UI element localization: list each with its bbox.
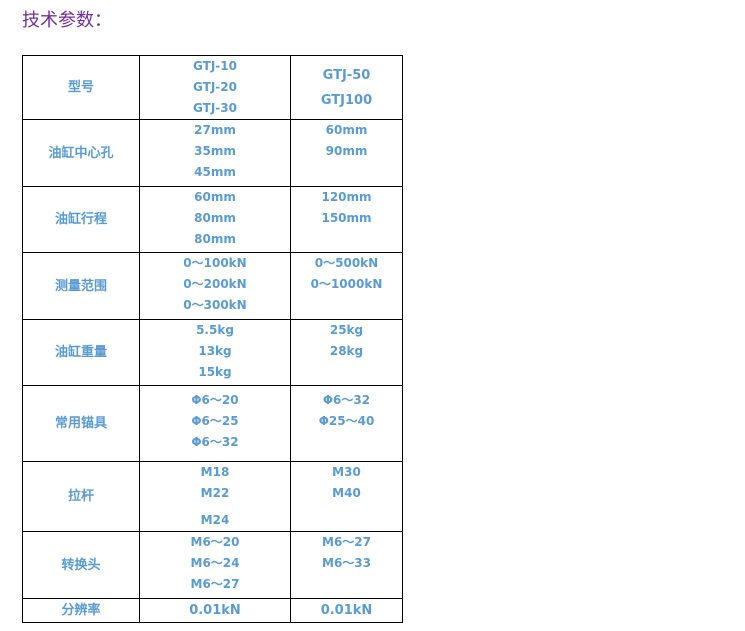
- value-line: M22: [200, 486, 230, 500]
- param-label: 分辨率: [22, 598, 140, 623]
- value-line: 80mm: [194, 211, 236, 225]
- value-line: 0～500kN: [314, 256, 379, 270]
- value-line: 25kg: [329, 323, 364, 337]
- value-line: GTJ100: [320, 92, 373, 108]
- value-line: M30: [332, 465, 361, 479]
- table-row: 油缸行程 60mm 80mm 80mm 120mm 150mm: [22, 186, 403, 253]
- value-line: M24: [200, 513, 230, 527]
- value-line: 13kg: [198, 344, 232, 358]
- value-line: Φ25～40: [318, 414, 375, 428]
- value-line: M6～33: [322, 556, 371, 570]
- value-line: Φ6～32: [322, 393, 371, 407]
- value-cell-b: 60mm 90mm: [290, 119, 403, 187]
- value-line: 90mm: [325, 144, 368, 158]
- value-cell-b: M6～27 M6～33: [290, 531, 403, 599]
- value-line: M40: [332, 486, 361, 500]
- value-line: 45mm: [194, 165, 236, 179]
- value-cell-a: Φ6～20 Φ6～25 Φ6～32: [139, 385, 291, 462]
- value-cell-a: 0.01kN: [139, 598, 291, 623]
- value-cell-b: 120mm 150mm: [290, 186, 403, 253]
- table-row: 油缸中心孔 27mm 35mm 45mm 60mm 90mm: [22, 119, 403, 187]
- value-cell-b: 25kg 28kg: [290, 319, 403, 386]
- table-row: 油缸重量 5.5kg 13kg 15kg 25kg 28kg: [22, 319, 403, 386]
- value-line: 35mm: [194, 144, 236, 158]
- value-line: M6～24: [190, 556, 240, 570]
- value-line: M18: [200, 465, 230, 479]
- value-cell-a: 5.5kg 13kg 15kg: [139, 319, 291, 386]
- value-line: 0～1000kN: [310, 277, 383, 291]
- value-line: GTJ-30: [193, 101, 237, 115]
- value-line: 0～300kN: [183, 298, 247, 312]
- value-line: Φ6～25: [191, 414, 239, 428]
- value-cell-b: Φ6～32 Φ25～40: [290, 385, 403, 462]
- value-line: 15kg: [198, 365, 232, 379]
- table-row: 转换头 M6～20 M6～24 M6～27 M6～27 M6～33: [22, 531, 403, 599]
- param-label: 油缸重量: [22, 319, 140, 386]
- value-cell-a: 60mm 80mm 80mm: [139, 186, 291, 253]
- value-line: GTJ-10: [193, 59, 237, 73]
- value-line: GTJ-20: [193, 80, 237, 94]
- value-cell-b: GTJ-50 GTJ100: [290, 55, 403, 120]
- value-line: 120mm: [321, 190, 372, 204]
- value-cell-a: M6～20 M6～24 M6～27: [139, 531, 291, 599]
- table-row: 常用锚具 Φ6～20 Φ6～25 Φ6～32 Φ6～32 Φ25～40: [22, 385, 403, 462]
- table-row: 型号 GTJ-10 GTJ-20 GTJ-30 GTJ-50 GTJ100: [22, 55, 403, 120]
- value-cell-b: 0.01kN: [290, 598, 403, 623]
- value-line: 150mm: [321, 211, 372, 225]
- param-label: 拉杆: [22, 461, 140, 532]
- value-line: 0.01kN: [189, 603, 241, 618]
- param-label: 油缸行程: [22, 186, 140, 253]
- value-line: 0.01kN: [320, 603, 373, 618]
- value-line: 5.5kg: [196, 323, 234, 337]
- table-row: 分辨率 0.01kN 0.01kN: [22, 598, 403, 623]
- section-title: 技术参数：: [22, 10, 112, 31]
- value-cell-a: 27mm 35mm 45mm: [139, 119, 291, 187]
- value-line: M6～27: [322, 535, 371, 549]
- value-line: Φ6～32: [191, 435, 239, 449]
- value-line: 28kg: [329, 344, 364, 358]
- param-label: 常用锚具: [22, 385, 140, 462]
- value-line: GTJ-50: [322, 67, 371, 83]
- value-cell-a: 0～100kN 0～200kN 0～300kN: [139, 252, 291, 320]
- value-line: 0～200kN: [183, 277, 247, 291]
- param-label: 测量范围: [22, 252, 140, 320]
- value-cell-b: 0～500kN 0～1000kN: [290, 252, 403, 320]
- param-label: 油缸中心孔: [22, 119, 140, 187]
- param-label: 转换头: [22, 531, 140, 599]
- param-label: 型号: [22, 55, 140, 120]
- value-cell-b: M30 M40: [290, 461, 403, 532]
- value-line: 27mm: [194, 123, 236, 137]
- value-line: 80mm: [194, 232, 236, 246]
- value-cell-a: GTJ-10 GTJ-20 GTJ-30: [139, 55, 291, 120]
- value-line: Φ6～20: [191, 393, 239, 407]
- value-line: M6～20: [190, 535, 240, 549]
- value-cell-a: M18 M22 M24: [139, 461, 291, 532]
- spec-table: 型号 GTJ-10 GTJ-20 GTJ-30 GTJ-50 GTJ100 油缸中心孔 27m…: [22, 55, 403, 623]
- value-line: 60mm: [325, 123, 368, 137]
- value-line: 60mm: [194, 190, 236, 204]
- table-row: 测量范围 0～100kN 0～200kN 0～300kN 0～500kN 0～1000kN: [22, 252, 403, 320]
- value-line: 0～100kN: [183, 256, 247, 270]
- value-line: M6～27: [190, 577, 240, 591]
- table-row: 拉杆 M18 M22 M24 M30 M40: [22, 461, 403, 532]
